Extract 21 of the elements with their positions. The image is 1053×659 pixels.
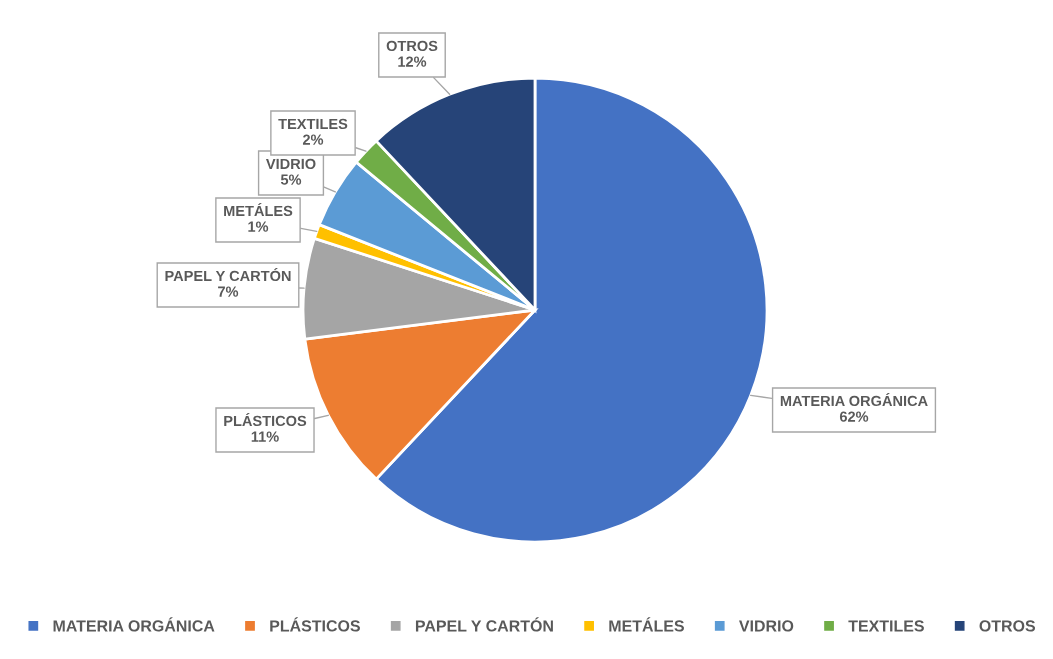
data-label: 2% (302, 134, 324, 145)
data-label: 62% (839, 411, 869, 422)
slice-label: PAPEL Y CARTÓN (165, 267, 291, 282)
slice-label: OTROS (386, 40, 438, 52)
legend-label: PAPEL Y CARTÓN (415, 617, 553, 632)
data-label: 1% (248, 221, 269, 232)
slice-label: PLÁSTICOS (224, 412, 307, 427)
slice-label: TEXTILES (278, 118, 348, 130)
slice-label: VIDRIO (265, 158, 316, 170)
data-label: 7% (218, 286, 239, 297)
legend-label: MATERIA ORGÁNICA (53, 617, 215, 632)
legend-label: VIDRIO (739, 620, 794, 632)
legend-label: TEXTILES (848, 620, 924, 632)
legend-label: PLÁSTICOS (270, 617, 360, 632)
slice-label: METÁLES (224, 202, 293, 217)
data-label: 12% (398, 56, 427, 67)
data-label: 11% (251, 431, 279, 442)
legend-label: OTROS (979, 620, 1036, 632)
data-label: 5% (280, 174, 302, 185)
slice-label: MATERIA ORGÁNICA (780, 392, 928, 407)
legend-label: METÁLES (609, 617, 684, 632)
